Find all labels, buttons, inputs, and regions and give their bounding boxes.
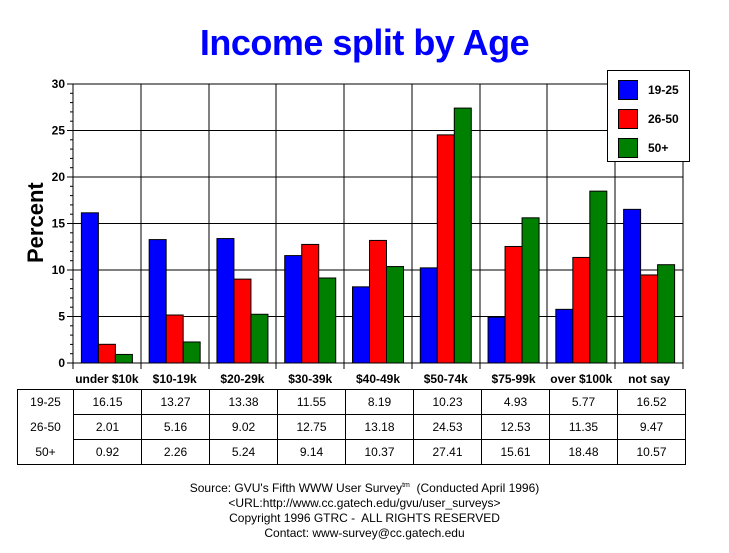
legend-item-19-25: 19-25 <box>618 79 679 101</box>
table-cell: 10.57 <box>617 439 686 465</box>
bar-26-50 <box>572 256 591 364</box>
legend-item-50-plus: 50+ <box>618 137 668 159</box>
table-cell: 10.37 <box>345 439 414 465</box>
table-cell: 16.52 <box>617 389 686 415</box>
legend-swatch-blue <box>618 80 638 100</box>
copyright-line: Copyright 1996 GTRC - ALL RIGHTS RESERVE… <box>229 511 500 525</box>
table-cell: 13.27 <box>141 389 210 415</box>
x-category-label: $30-39k <box>288 372 332 386</box>
table-cell: 13.18 <box>345 414 414 440</box>
data-table: 19-25 16.15 13.27 13.38 11.55 8.19 10.23 4.93 5.… <box>17 389 686 465</box>
bar-19-25 <box>487 316 506 364</box>
bar-26-50 <box>165 314 184 364</box>
y-tick-label: 10 <box>52 263 66 277</box>
bar-26-50 <box>369 239 387 364</box>
bar-50-plus <box>453 107 472 364</box>
table-cell: 9.02 <box>209 414 278 440</box>
table-cell: 4.93 <box>481 389 550 415</box>
x-category-label: $20-29k <box>220 372 264 386</box>
bar-26-50 <box>301 243 320 364</box>
source-line: Source: GVU's Fifth WWW User Surveytm (C… <box>189 481 540 495</box>
table-row: 50+ 0.92 2.26 5.24 9.14 10.37 27.41 15.61 18.48 1… <box>17 439 686 465</box>
x-category-label: $50-74k <box>424 372 468 386</box>
bar-19-25 <box>148 239 167 364</box>
y-tick-label: 20 <box>52 170 66 184</box>
x-category-label: $40-49k <box>356 372 400 386</box>
bar-50-plus <box>589 190 608 364</box>
table-cell: 11.35 <box>549 414 618 440</box>
bar-50-plus <box>182 341 201 364</box>
table-cell: 16.15 <box>73 389 142 415</box>
legend: 19-25 26-50 50+ <box>607 70 690 162</box>
bar-50-plus <box>521 217 540 364</box>
table-cell: 12.53 <box>481 414 550 440</box>
table-cell: 12.75 <box>277 414 346 440</box>
bar-19-25 <box>80 212 99 364</box>
row-label: 26-50 <box>17 414 74 440</box>
bar-19-25 <box>555 308 574 364</box>
url-line: <URL:http://www.cc.gatech.edu/gvu/user_s… <box>228 496 501 510</box>
table-cell: 10.23 <box>413 389 482 415</box>
y-tick-label: 5 <box>58 310 65 324</box>
bar-50-plus <box>250 313 269 364</box>
footer: Source: GVU's Fifth WWW User Surveytm (C… <box>0 478 729 541</box>
bar-19-25 <box>352 286 370 364</box>
bar-19-25 <box>419 267 438 364</box>
x-category-label: not say <box>628 372 670 386</box>
table-row: 19-25 16.15 13.27 13.38 11.55 8.19 10.23 4.93 5.… <box>17 389 686 415</box>
row-label: 50+ <box>17 439 74 465</box>
contact-line: Contact: www-survey@cc.gatech.edu <box>264 526 465 540</box>
bar-19-25 <box>216 238 235 364</box>
table-cell: 9.14 <box>277 439 346 465</box>
y-tick-label: 0 <box>58 356 65 370</box>
bar-19-25 <box>623 208 642 364</box>
table-cell: 5.77 <box>549 389 618 415</box>
x-category-label: over $100k <box>550 372 612 386</box>
table-cell: 18.48 <box>549 439 618 465</box>
legend-swatch-red <box>618 109 638 129</box>
table-cell: 2.26 <box>141 439 210 465</box>
bar-50-plus <box>114 353 133 364</box>
bar-26-50 <box>436 134 455 364</box>
table-cell: 5.16 <box>141 414 210 440</box>
table-cell: 24.53 <box>413 414 482 440</box>
table-cell: 5.24 <box>209 439 278 465</box>
bar-26-50 <box>97 343 116 364</box>
bar-50-plus <box>318 277 337 364</box>
table-cell: 9.47 <box>617 414 686 440</box>
bar-26-50 <box>640 274 659 364</box>
bar-50-plus <box>386 266 404 364</box>
y-tick-label: 15 <box>52 217 66 231</box>
legend-swatch-green <box>618 138 638 158</box>
legend-item-26-50: 26-50 <box>618 108 679 130</box>
table-cell: 15.61 <box>481 439 550 465</box>
y-tick-label: 30 <box>52 77 66 91</box>
table-row: 26-50 2.01 5.16 9.02 12.75 13.18 24.53 12.53 11.… <box>17 414 686 440</box>
x-category-label: $75-99k <box>492 372 536 386</box>
x-category-label: under $10k <box>75 372 139 386</box>
table-cell: 8.19 <box>345 389 414 415</box>
x-category-label: $10-19k <box>153 372 197 386</box>
chart-title: Income split by Age <box>199 22 530 63</box>
bar-26-50 <box>233 278 252 364</box>
table-cell: 13.38 <box>209 389 278 415</box>
table-cell: 11.55 <box>277 389 346 415</box>
y-tick-label: 25 <box>52 124 66 138</box>
table-cell: 2.01 <box>73 414 142 440</box>
bar-19-25 <box>284 255 303 364</box>
bar-50-plus <box>657 264 676 364</box>
table-cell: 27.41 <box>413 439 482 465</box>
row-label: 19-25 <box>17 389 74 415</box>
bar-26-50 <box>504 245 523 364</box>
table-cell: 0.92 <box>73 439 142 465</box>
